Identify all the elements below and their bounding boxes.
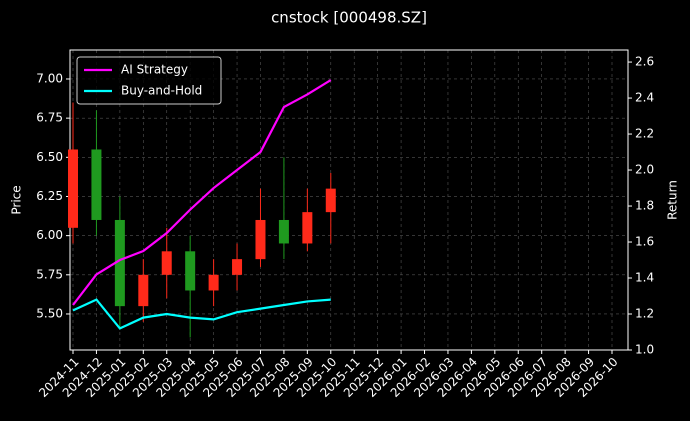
y2-tick-label: 2.4: [635, 91, 654, 105]
y-tick-label: 6.75: [36, 111, 63, 125]
y-tick-label: 7.00: [36, 71, 63, 85]
y2-axis-label: Return: [666, 180, 680, 220]
y2-tick-label: 2.0: [635, 163, 654, 177]
candle-body: [161, 251, 172, 275]
candle-body: [114, 219, 125, 307]
candle-body: [208, 274, 219, 291]
y2-tick-label: 1.8: [635, 199, 654, 213]
candle-body: [68, 149, 78, 228]
y2-tick-label: 2.6: [635, 55, 654, 69]
candle-body: [325, 188, 336, 213]
y-tick-label: 5.50: [36, 306, 63, 320]
y-tick-label: 6.25: [36, 189, 63, 203]
y2-tick-label: 1.6: [635, 235, 654, 249]
legend-box: [76, 56, 222, 105]
candle-body: [302, 212, 313, 244]
candle-body: [91, 149, 102, 220]
y-axis-label: Price: [10, 185, 24, 214]
y2-tick-label: 1.4: [635, 271, 654, 285]
y-tick-label: 6.50: [36, 150, 63, 164]
y2-tick-label: 1.2: [635, 307, 654, 321]
y2-tick-label: 2.2: [635, 127, 654, 141]
return-line: [72, 79, 332, 306]
y-tick-label: 5.75: [36, 267, 63, 281]
chart-title: cnstock [000498.SZ]: [271, 9, 427, 27]
legend-label: Buy-and-Hold: [121, 84, 202, 98]
y-tick-label: 6.00: [36, 228, 63, 242]
return-line: [72, 298, 331, 330]
candle-body: [185, 251, 196, 291]
legend-label: AI Strategy: [121, 63, 188, 77]
candle-body: [255, 219, 266, 260]
candle-body: [232, 259, 243, 275]
y2-tick-label: 1.0: [635, 343, 654, 357]
candle-body: [138, 274, 149, 307]
candle-body: [278, 219, 289, 244]
